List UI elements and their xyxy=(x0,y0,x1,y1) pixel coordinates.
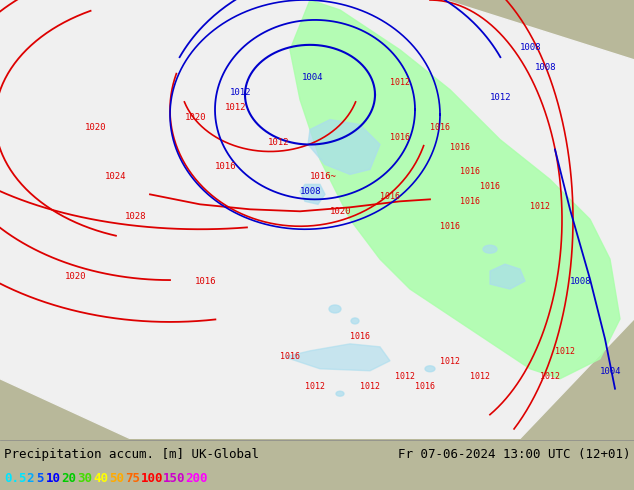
Text: 1012: 1012 xyxy=(305,382,325,391)
Polygon shape xyxy=(285,344,390,371)
Polygon shape xyxy=(0,0,634,439)
Text: 1020: 1020 xyxy=(65,272,86,281)
Text: 10: 10 xyxy=(46,472,60,485)
Text: 150: 150 xyxy=(163,472,186,485)
Ellipse shape xyxy=(483,245,497,253)
Text: 1016: 1016 xyxy=(460,197,480,206)
Text: 1012: 1012 xyxy=(490,93,512,101)
Text: 1012: 1012 xyxy=(440,357,460,366)
Text: 75: 75 xyxy=(125,472,140,485)
Text: 1012: 1012 xyxy=(395,372,415,381)
Text: Precipitation accum. [m] UK-Global: Precipitation accum. [m] UK-Global xyxy=(4,448,259,462)
Text: 100: 100 xyxy=(141,472,164,485)
Text: 0.5: 0.5 xyxy=(4,472,27,485)
Text: 1004: 1004 xyxy=(600,367,621,376)
Text: 1016~: 1016~ xyxy=(310,172,337,181)
Text: 1012: 1012 xyxy=(360,382,380,391)
Text: 30: 30 xyxy=(77,472,93,485)
Text: 1016: 1016 xyxy=(280,352,300,361)
Text: 1012: 1012 xyxy=(268,138,290,147)
Text: 1020: 1020 xyxy=(330,207,351,216)
Polygon shape xyxy=(308,120,380,174)
Text: Fr 07-06-2024 13:00 UTC (12+01): Fr 07-06-2024 13:00 UTC (12+01) xyxy=(398,448,630,462)
Text: 1016: 1016 xyxy=(380,193,400,201)
Text: 1008: 1008 xyxy=(535,63,557,72)
Text: 1016: 1016 xyxy=(480,182,500,192)
Text: 2: 2 xyxy=(26,472,34,485)
Text: 1012: 1012 xyxy=(230,88,252,97)
Text: 1016: 1016 xyxy=(195,277,216,286)
Text: 40: 40 xyxy=(93,472,108,485)
Text: 1012: 1012 xyxy=(555,347,575,356)
Text: 5: 5 xyxy=(36,472,43,485)
Text: 50: 50 xyxy=(109,472,124,485)
Text: 1016: 1016 xyxy=(390,132,410,142)
Text: 1016: 1016 xyxy=(450,143,470,151)
Text: 1020: 1020 xyxy=(85,122,107,132)
Ellipse shape xyxy=(351,318,359,324)
Text: 1028: 1028 xyxy=(125,212,146,221)
Ellipse shape xyxy=(329,305,341,313)
Text: 200: 200 xyxy=(185,472,207,485)
Text: 1016: 1016 xyxy=(215,163,236,172)
Text: 1020: 1020 xyxy=(185,113,207,122)
Text: 1008: 1008 xyxy=(520,43,541,52)
Text: 1012: 1012 xyxy=(530,202,550,211)
Text: 1008: 1008 xyxy=(570,277,592,286)
Text: 1012: 1012 xyxy=(470,372,490,381)
Text: 1012: 1012 xyxy=(225,102,247,112)
Polygon shape xyxy=(290,0,620,379)
Text: 1016: 1016 xyxy=(350,332,370,341)
Polygon shape xyxy=(490,264,525,289)
Ellipse shape xyxy=(336,391,344,396)
Text: 1016: 1016 xyxy=(430,122,450,132)
Polygon shape xyxy=(300,184,325,204)
Text: 1016: 1016 xyxy=(460,168,480,176)
Ellipse shape xyxy=(425,366,435,372)
Text: 1016: 1016 xyxy=(440,222,460,231)
Text: 1016: 1016 xyxy=(415,382,435,391)
Text: 1024: 1024 xyxy=(105,172,127,181)
Text: 1012: 1012 xyxy=(540,372,560,381)
Text: 1012: 1012 xyxy=(390,78,410,87)
Text: 20: 20 xyxy=(61,472,77,485)
Text: 1008: 1008 xyxy=(300,187,321,196)
Text: 1004: 1004 xyxy=(302,73,323,82)
